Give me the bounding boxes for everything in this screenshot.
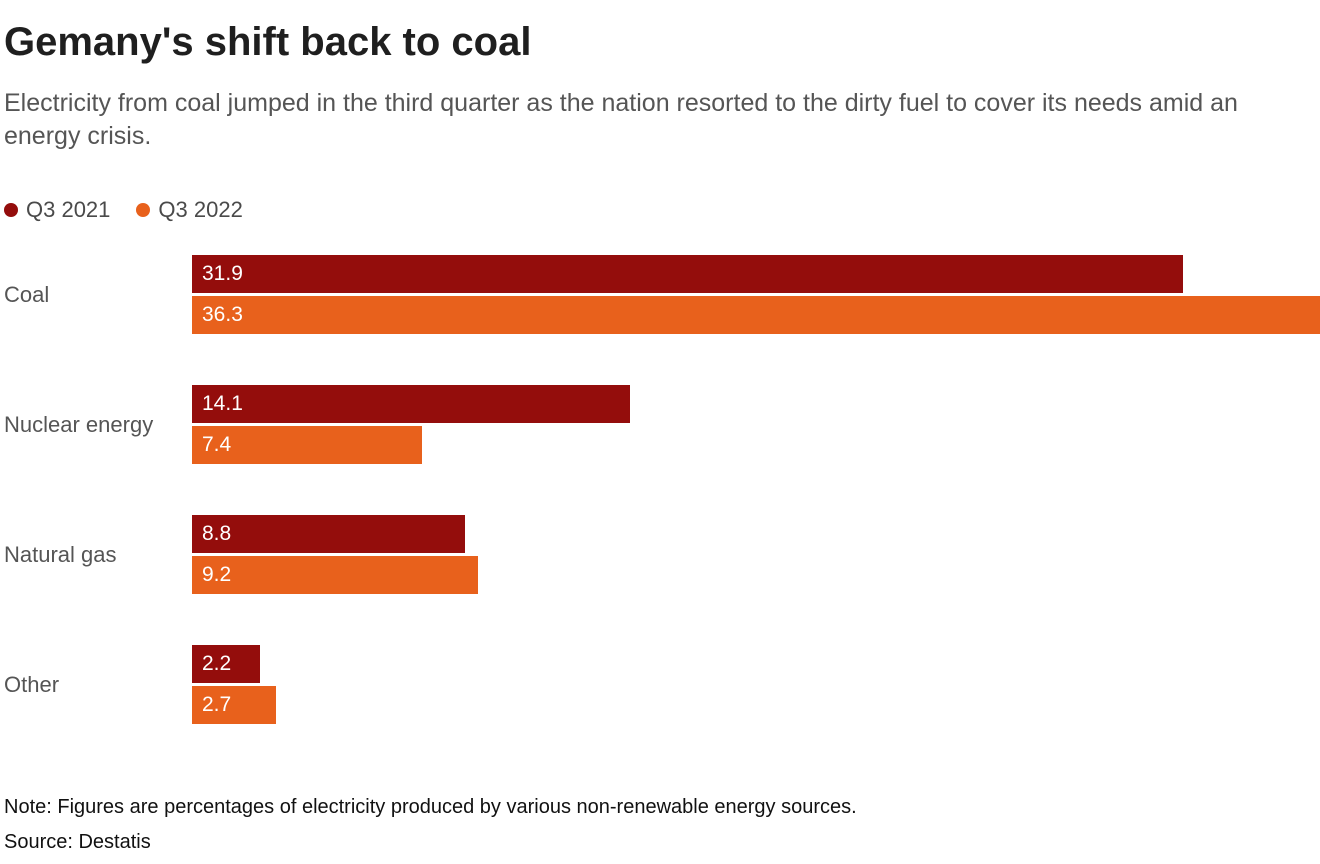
bar-group: 8.8 9.2: [192, 515, 1320, 594]
category-label: Other: [4, 671, 60, 697]
legend-item-q3-2021: Q3 2021: [4, 197, 110, 223]
bar-q3-2022-coal: 36.3: [192, 296, 1320, 334]
bar-value-label: 31.9: [202, 262, 243, 285]
bar-value-label: 8.8: [202, 522, 232, 545]
bar-q3-2021-natural-gas: 8.8: [192, 515, 466, 553]
bar-value-label: 2.2: [202, 652, 232, 675]
chart-row-coal: Coal 31.9 36.3: [0, 255, 1320, 334]
legend-label: Q3 2022: [158, 197, 243, 222]
category-label: Coal: [4, 281, 50, 307]
chart-row-natural-gas: Natural gas 8.8 9.2: [0, 515, 1320, 594]
bar-q3-2022-nuclear-energy: 7.4: [192, 426, 422, 464]
chart-subtitle: Electricity from coal jumped in the thir…: [4, 89, 1238, 150]
chart-row-nuclear-energy: Nuclear energy 14.1 7.4: [0, 385, 1320, 464]
chart-note: Note: Figures are percentages of electri…: [4, 796, 857, 818]
bar-value-label: 36.3: [202, 303, 243, 326]
chart-rows: Coal 31.9 36.3 Nuclear energy 14.1 7.4 Natural…: [0, 255, 1320, 724]
bar-group: 31.9 36.3: [192, 255, 1320, 334]
bar-q3-2021-nuclear-energy: 14.1: [192, 385, 631, 423]
category-label: Natural gas: [4, 541, 117, 567]
bar-chart: Coal 31.9 36.3 Nuclear energy 14.1 7.4 Natural…: [0, 255, 1320, 724]
bar-q3-2021-other: 2.2: [192, 645, 261, 683]
bar-group: 14.1 7.4: [192, 385, 1320, 464]
chart-source: Source: Destatis: [4, 831, 151, 853]
bar-value-label: 14.1: [202, 392, 243, 415]
bar-value-label: 7.4: [202, 433, 232, 456]
chart-legend: Q3 2021 Q3 2022: [4, 197, 1320, 223]
bar-value-label: 9.2: [202, 563, 232, 586]
legend-label: Q3 2021: [26, 197, 111, 222]
bar-q3-2021-coal: 31.9: [192, 255, 1184, 293]
chart-row-other: Other 2.2 2.7: [0, 645, 1320, 724]
legend-dot-icon: [4, 203, 18, 217]
bar-group: 2.2 2.7: [192, 645, 1320, 724]
chart-footer: Note: Figures are percentages of electri…: [4, 796, 857, 854]
bar-q3-2022-natural-gas: 9.2: [192, 556, 478, 594]
category-label: Nuclear energy: [4, 411, 154, 437]
legend-item-q3-2022: Q3 2022: [136, 197, 243, 223]
bar-q3-2022-other: 2.7: [192, 686, 276, 724]
bar-value-label: 2.7: [202, 693, 232, 716]
legend-dot-icon: [136, 203, 151, 217]
page-title: Gemany's shift back to coal: [4, 20, 532, 64]
